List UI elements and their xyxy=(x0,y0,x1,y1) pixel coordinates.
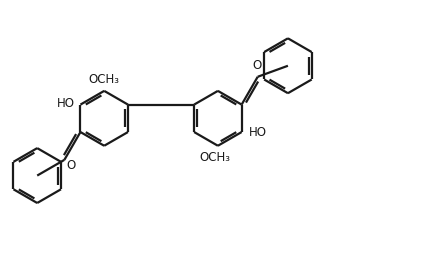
Text: OCH₃: OCH₃ xyxy=(89,73,120,85)
Text: HO: HO xyxy=(56,97,75,110)
Text: OCH₃: OCH₃ xyxy=(199,151,230,164)
Text: O: O xyxy=(252,59,262,72)
Text: O: O xyxy=(66,159,75,172)
Text: HO: HO xyxy=(249,126,267,139)
